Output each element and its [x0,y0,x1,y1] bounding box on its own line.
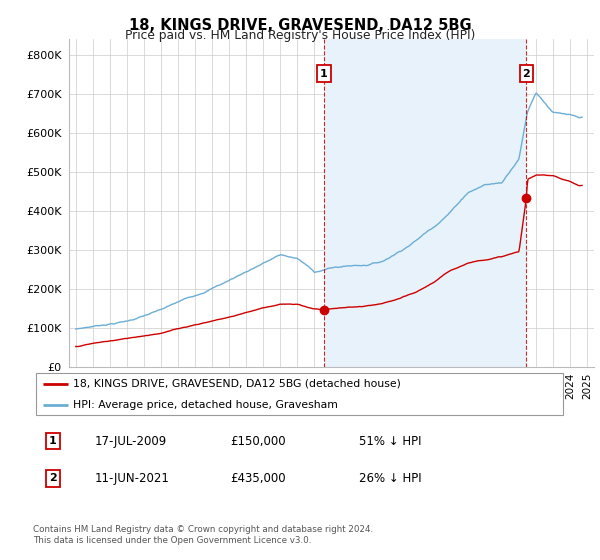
Text: HPI: Average price, detached house, Gravesham: HPI: Average price, detached house, Grav… [73,400,338,410]
Text: £435,000: £435,000 [230,472,286,485]
Text: Price paid vs. HM Land Registry's House Price Index (HPI): Price paid vs. HM Land Registry's House … [125,29,475,42]
Text: 26% ↓ HPI: 26% ↓ HPI [359,472,421,485]
Text: 1: 1 [49,436,56,446]
Text: 18, KINGS DRIVE, GRAVESEND, DA12 5BG (detached house): 18, KINGS DRIVE, GRAVESEND, DA12 5BG (de… [73,379,401,389]
Text: 17-JUL-2009: 17-JUL-2009 [94,435,167,448]
Text: 51% ↓ HPI: 51% ↓ HPI [359,435,421,448]
Text: 1: 1 [320,68,328,78]
Bar [323,39,526,367]
Text: 11-JUN-2021: 11-JUN-2021 [94,472,169,485]
Text: Contains HM Land Registry data © Crown copyright and database right 2024.
This d: Contains HM Land Registry data © Crown c… [33,525,373,545]
Text: £150,000: £150,000 [230,435,286,448]
Text: 2: 2 [523,68,530,78]
Text: 18, KINGS DRIVE, GRAVESEND, DA12 5BG: 18, KINGS DRIVE, GRAVESEND, DA12 5BG [128,18,472,33]
FancyBboxPatch shape [35,373,563,416]
Text: 2: 2 [49,473,56,483]
